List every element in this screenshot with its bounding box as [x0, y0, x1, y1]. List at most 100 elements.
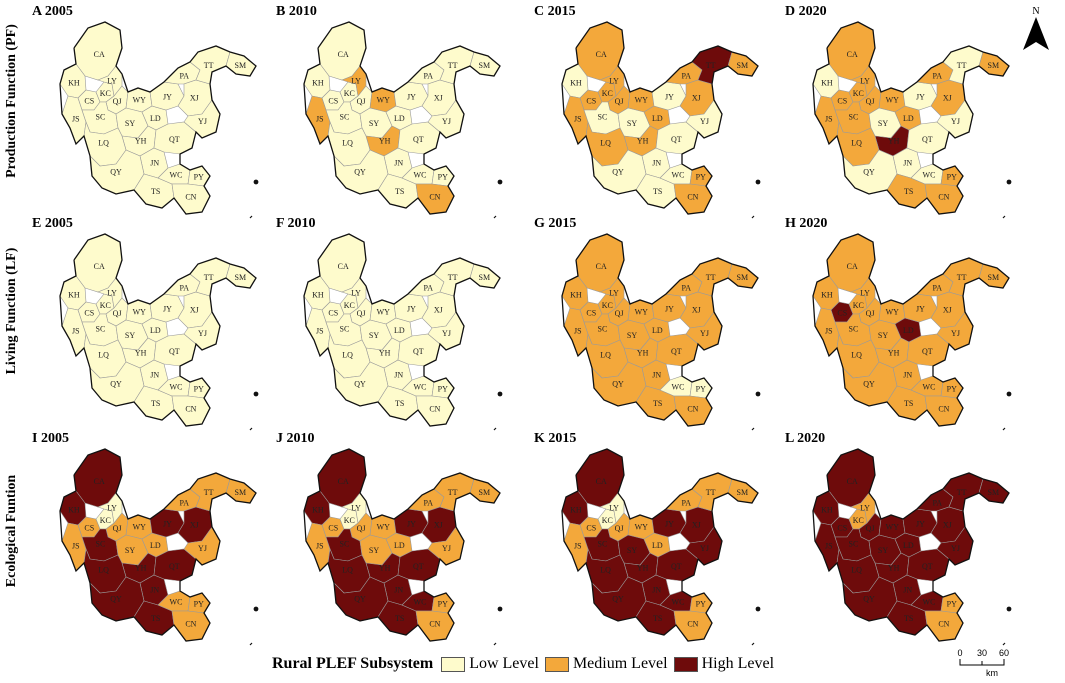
county-label-sy: SY: [125, 119, 135, 128]
county-label-ly: LY: [351, 289, 361, 298]
county-label-yh: YH: [135, 564, 147, 573]
county-label-qj: QJ: [357, 309, 366, 318]
county-label-ca: CA: [94, 477, 105, 486]
county-label-qj: QJ: [113, 97, 122, 106]
county-label-sm: SM: [479, 61, 491, 70]
county-label-ly: LY: [107, 289, 117, 298]
map-panel: C 2015 CA KH CS KC LY QJ JS SC WY SY LD YH LQ JN QY TS WC…: [532, 4, 782, 219]
county-label-xj: XJ: [190, 521, 199, 530]
county-label-qy: QY: [110, 379, 122, 388]
county-label-jy: JY: [163, 305, 172, 314]
county-label-jn: JN: [150, 371, 159, 380]
county-label-py: PY: [194, 172, 204, 181]
county-label-yj: YJ: [700, 117, 709, 126]
county-label-qt: QT: [169, 562, 180, 571]
county-label-yh: YH: [637, 137, 649, 146]
scale-tick-30: 30: [977, 648, 987, 658]
county-label-py: PY: [438, 384, 448, 393]
county-label-ca: CA: [596, 50, 607, 59]
county-label-ly: LY: [860, 77, 870, 86]
county-label-cn: CN: [185, 192, 196, 201]
county-label-cn: CN: [938, 619, 949, 628]
county-label-ts: TS: [395, 614, 404, 623]
county-label-tt: TT: [706, 488, 716, 497]
county-label-py: PY: [194, 599, 204, 608]
county-label-cs: CS: [586, 96, 596, 105]
scale-tick-0: 0: [957, 648, 962, 658]
county-label-qy: QY: [612, 594, 624, 603]
county-label-lq: LQ: [600, 138, 611, 147]
county-label-ly: LY: [351, 77, 361, 86]
county-label-kh: KH: [821, 79, 833, 88]
county-label-qj: QJ: [615, 309, 624, 318]
county-label-sy: SY: [369, 331, 379, 340]
county-label-jy: JY: [163, 93, 172, 102]
county-label-jn: JN: [903, 586, 912, 595]
county-label-yj: YJ: [700, 544, 709, 553]
county-label-ly: LY: [107, 504, 117, 513]
county-label-js: JS: [825, 115, 833, 124]
county-label-lq: LQ: [98, 565, 109, 574]
county-label-kc: KC: [853, 89, 864, 98]
county-label-yh: YH: [379, 349, 391, 358]
county-label-ts: TS: [151, 614, 160, 623]
region-map: CA KH CS KC LY QJ JS SC WY SY LD YH LQ JN QY TS WC PY CN QT…: [303, 448, 503, 646]
panel-title: D 2020: [785, 4, 827, 19]
county-label-sc: SC: [96, 539, 106, 548]
county-label-js: JS: [316, 327, 324, 336]
county-label-wc: WC: [170, 171, 183, 180]
panel-title: A 2005: [32, 4, 73, 19]
county-label-qt: QT: [671, 562, 682, 571]
county-label-xj: XJ: [692, 94, 701, 103]
panel-title: J 2010: [276, 431, 315, 446]
county-label-jy: JY: [665, 305, 674, 314]
county-label-pa: PA: [682, 72, 692, 81]
county-label-js: JS: [316, 115, 324, 124]
county-label-sm: SM: [235, 488, 247, 497]
county-label-ly: LY: [609, 77, 619, 86]
map-panel: J 2010 CA KH CS KC LY QJ JS SC WY SY LD YH LQ JN QY TS WC…: [274, 431, 524, 646]
county-label-pa: PA: [933, 499, 943, 508]
county-label-ca: CA: [847, 262, 858, 271]
county-label-ly: LY: [609, 289, 619, 298]
county-label-ts: TS: [653, 614, 662, 623]
county-label-sy: SY: [369, 546, 379, 555]
county-label-wc: WC: [923, 598, 936, 607]
legend-swatch-low: [441, 656, 466, 672]
county-label-tt: TT: [706, 273, 716, 282]
county-label-ld: LD: [150, 326, 161, 335]
county-label-ld: LD: [903, 541, 914, 550]
county-label-wc: WC: [923, 383, 936, 392]
county-label-ts: TS: [395, 187, 404, 196]
county-label-yh: YH: [135, 137, 147, 146]
county-label-xj: XJ: [434, 94, 443, 103]
county-label-kh: KH: [68, 291, 80, 300]
county-label-jy: JY: [916, 305, 925, 314]
scale-unit: km: [986, 668, 998, 678]
county-label-wy: WY: [635, 523, 649, 532]
north-arrow-icon: N: [1023, 6, 1049, 50]
county-label-tt: TT: [448, 61, 458, 70]
county-label-sm: SM: [479, 273, 491, 282]
county-label-xj: XJ: [434, 521, 443, 530]
county-label-tt: TT: [204, 273, 214, 282]
county-label-kc: KC: [602, 516, 613, 525]
county-label-ld: LD: [652, 541, 663, 550]
county-label-ts: TS: [653, 187, 662, 196]
county-label-cs: CS: [586, 523, 596, 532]
legend-swatch-high: [673, 656, 698, 672]
county-label-qj: QJ: [866, 309, 875, 318]
county-label-jn: JN: [652, 159, 661, 168]
panel-title: H 2020: [785, 216, 828, 231]
region-map: CA KH CS KC LY QJ JS SC WY SY LD YH LQ JN QY TS WC PY CN QT…: [812, 21, 1012, 219]
map-panel: H 2020 CA KH CS KC LY QJ JS SC WY SY LD YH LQ JN QY TS WC…: [783, 216, 1033, 431]
county-label-jy: JY: [163, 520, 172, 529]
county-label-qt: QT: [413, 347, 424, 356]
county-label-sm: SM: [479, 488, 491, 497]
county-label-qt: QT: [671, 347, 682, 356]
region-map: CA KH CS KC LY QJ JS SC WY SY LD YH LQ JN QY TS WC PY CN QT…: [59, 21, 259, 219]
county-label-js: JS: [72, 327, 80, 336]
county-label-sc: SC: [598, 539, 608, 548]
legend-label-low: Low Level: [469, 655, 539, 672]
county-label-ca: CA: [94, 262, 105, 271]
